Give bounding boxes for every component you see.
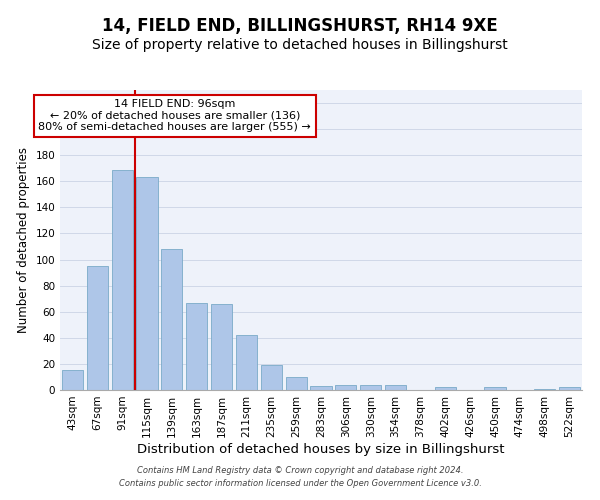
Bar [534, 388, 555, 390]
Bar [385, 385, 406, 390]
Bar [310, 386, 332, 390]
Bar [136, 178, 158, 390]
Bar [87, 266, 108, 390]
Bar [335, 385, 356, 390]
Text: 14 FIELD END: 96sqm
← 20% of detached houses are smaller (136)
80% of semi-detac: 14 FIELD END: 96sqm ← 20% of detached ho… [38, 99, 311, 132]
Bar [261, 365, 282, 390]
Bar [62, 370, 83, 390]
Text: Size of property relative to detached houses in Billingshurst: Size of property relative to detached ho… [92, 38, 508, 52]
Bar [435, 388, 456, 390]
Y-axis label: Number of detached properties: Number of detached properties [17, 147, 30, 333]
Bar [559, 388, 580, 390]
Text: 14, FIELD END, BILLINGSHURST, RH14 9XE: 14, FIELD END, BILLINGSHURST, RH14 9XE [102, 18, 498, 36]
Text: Contains HM Land Registry data © Crown copyright and database right 2024.
Contai: Contains HM Land Registry data © Crown c… [119, 466, 481, 487]
Bar [112, 170, 133, 390]
Bar [186, 302, 207, 390]
Bar [161, 249, 182, 390]
Bar [211, 304, 232, 390]
X-axis label: Distribution of detached houses by size in Billingshurst: Distribution of detached houses by size … [137, 442, 505, 456]
Bar [286, 377, 307, 390]
Bar [236, 335, 257, 390]
Bar [360, 385, 381, 390]
Bar [484, 388, 506, 390]
